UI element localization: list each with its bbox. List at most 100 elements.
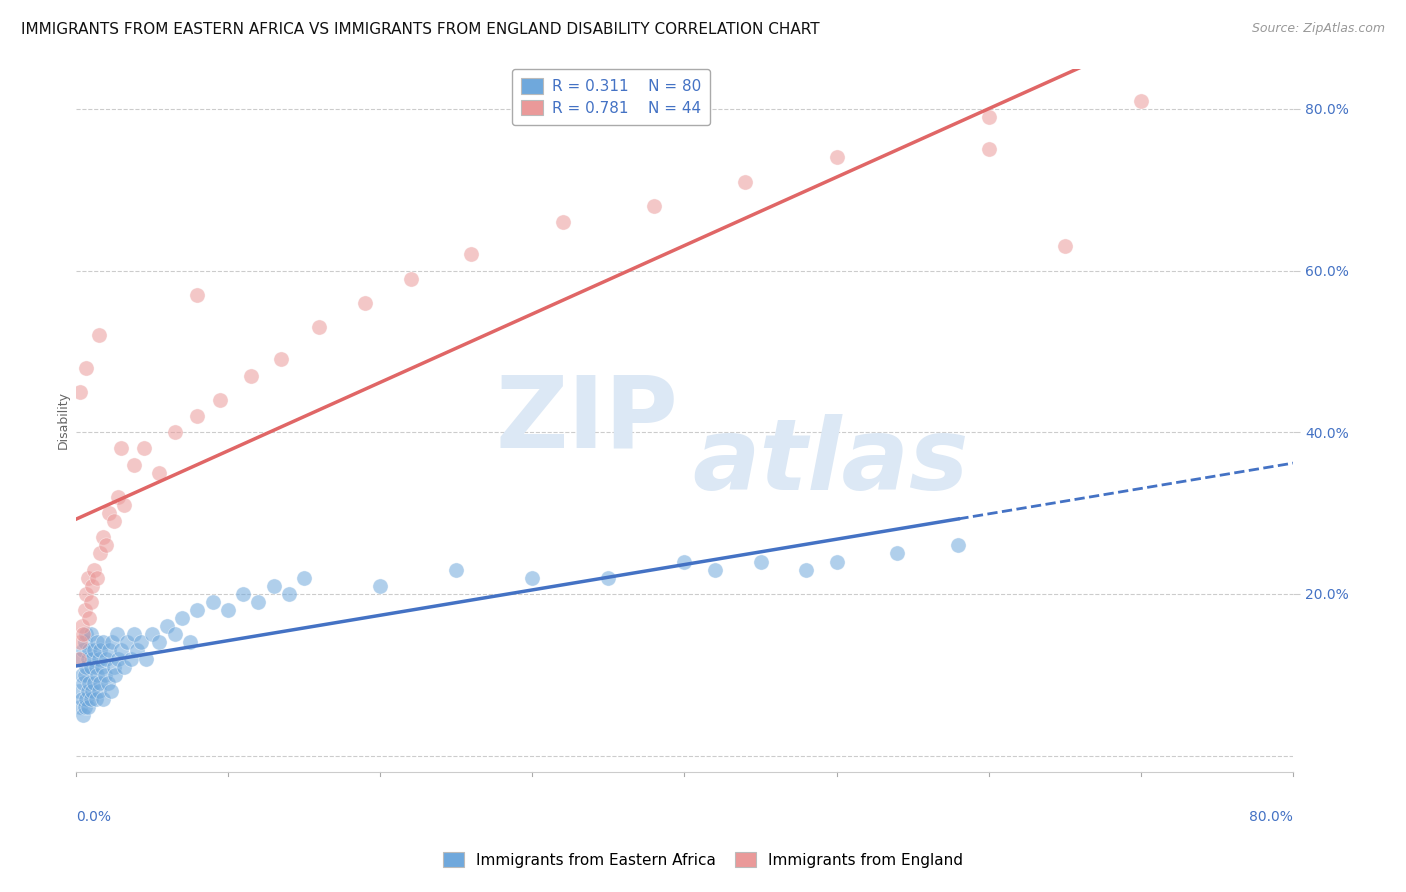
Point [163,425,186,440]
Point [399,271,422,285]
Point [135,651,157,665]
Point [79,611,101,625]
Point [368,579,391,593]
Point [217,603,239,617]
Point [96,651,118,665]
Point [80,627,103,641]
Point [120,651,142,665]
Point [77,651,100,665]
Point [67,684,90,698]
Point [67,651,90,665]
Point [270,352,292,367]
Point [93,667,115,681]
Point [79,675,101,690]
Point [96,538,118,552]
Text: atlas: atlas [692,414,969,511]
Point [186,288,208,302]
Point [69,700,91,714]
Point [522,571,544,585]
Point [89,643,111,657]
Point [110,643,132,657]
Point [75,360,97,375]
Point [141,627,163,641]
Point [75,692,97,706]
Point [100,684,122,698]
Point [825,555,848,569]
Point [156,619,179,633]
Point [75,587,97,601]
Point [354,296,377,310]
Point [70,619,93,633]
Point [104,667,127,681]
Point [89,546,111,560]
Point [460,247,482,261]
Point [91,635,114,649]
Legend: R = 0.311    N = 80, R = 0.781    N = 44: R = 0.311 N = 80, R = 0.781 N = 44 [512,69,710,125]
Point [86,571,108,585]
Point [70,692,93,706]
Point [83,675,105,690]
Point [1053,239,1076,253]
Point [72,643,94,657]
Point [72,627,94,641]
Point [1129,94,1152,108]
Point [277,587,299,601]
Point [98,506,121,520]
Point [673,555,696,569]
Point [84,659,107,673]
Point [148,466,170,480]
Point [232,587,254,601]
Point [107,490,129,504]
Point [98,643,121,657]
Point [163,627,186,641]
Point [263,579,285,593]
Text: ZIP: ZIP [495,372,679,468]
Point [107,651,129,665]
Point [749,555,772,569]
Point [82,684,104,698]
Point [110,442,132,456]
Point [247,595,270,609]
Point [239,368,262,383]
Point [84,692,107,706]
Point [72,708,94,723]
Point [977,110,1000,124]
Text: Source: ZipAtlas.com: Source: ZipAtlas.com [1251,22,1385,36]
Point [703,563,725,577]
Point [977,142,1000,156]
Point [114,659,136,673]
Point [97,675,120,690]
Point [70,667,93,681]
Point [91,692,114,706]
Point [103,659,125,673]
Point [308,320,330,334]
Point [77,571,100,585]
Legend: Immigrants from Eastern Africa, Immigrants from England: Immigrants from Eastern Africa, Immigran… [437,846,969,873]
Point [186,409,208,423]
Point [83,643,105,657]
Point [82,651,104,665]
Point [551,215,574,229]
Point [117,635,139,649]
Point [129,635,152,649]
Point [77,700,100,714]
Point [122,627,145,641]
Point [105,627,128,641]
Point [101,635,124,649]
Point [103,514,125,528]
Point [444,563,467,577]
Point [82,579,104,593]
Point [125,643,148,657]
Point [209,392,232,407]
Point [186,603,208,617]
Point [72,675,94,690]
Point [643,199,665,213]
Point [90,659,112,673]
Point [69,384,91,399]
Point [179,635,201,649]
Point [89,675,111,690]
Point [75,659,97,673]
Point [122,458,145,472]
Point [69,651,91,665]
Point [73,667,96,681]
